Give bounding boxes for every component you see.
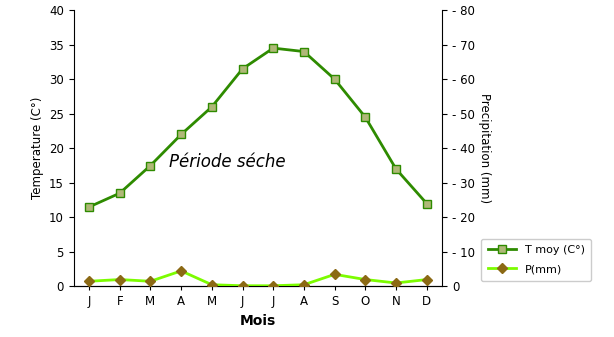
T moy (C°) — [116, 191, 123, 195]
Y-axis label: Precipitation (mm): Precipitation (mm) — [478, 93, 491, 203]
P(mm) — [116, 278, 123, 282]
Line: P(mm): P(mm) — [85, 268, 430, 289]
P(mm) — [423, 278, 430, 282]
P(mm) — [300, 283, 308, 287]
P(mm) — [177, 269, 185, 273]
P(mm) — [147, 279, 154, 283]
Y-axis label: Temperature (C°): Temperature (C°) — [31, 97, 44, 200]
T moy (C°) — [270, 46, 277, 50]
P(mm) — [270, 284, 277, 288]
P(mm) — [85, 279, 93, 283]
X-axis label: Mois: Mois — [239, 314, 276, 328]
Line: T moy (C°): T moy (C°) — [85, 44, 431, 211]
T moy (C°) — [208, 105, 216, 109]
P(mm) — [239, 284, 246, 288]
T moy (C°) — [147, 163, 154, 167]
P(mm) — [392, 281, 400, 285]
T moy (C°) — [85, 205, 93, 209]
P(mm) — [331, 272, 338, 276]
T moy (C°) — [423, 202, 430, 206]
T moy (C°) — [392, 167, 400, 171]
T moy (C°) — [300, 50, 308, 54]
P(mm) — [362, 278, 369, 282]
T moy (C°) — [177, 132, 185, 136]
T moy (C°) — [331, 77, 338, 81]
Legend: T moy (C°), P(mm): T moy (C°), P(mm) — [481, 239, 591, 281]
T moy (C°) — [362, 115, 369, 119]
T moy (C°) — [239, 67, 246, 71]
Text: Période séche: Période séche — [169, 153, 286, 171]
P(mm) — [208, 283, 216, 287]
